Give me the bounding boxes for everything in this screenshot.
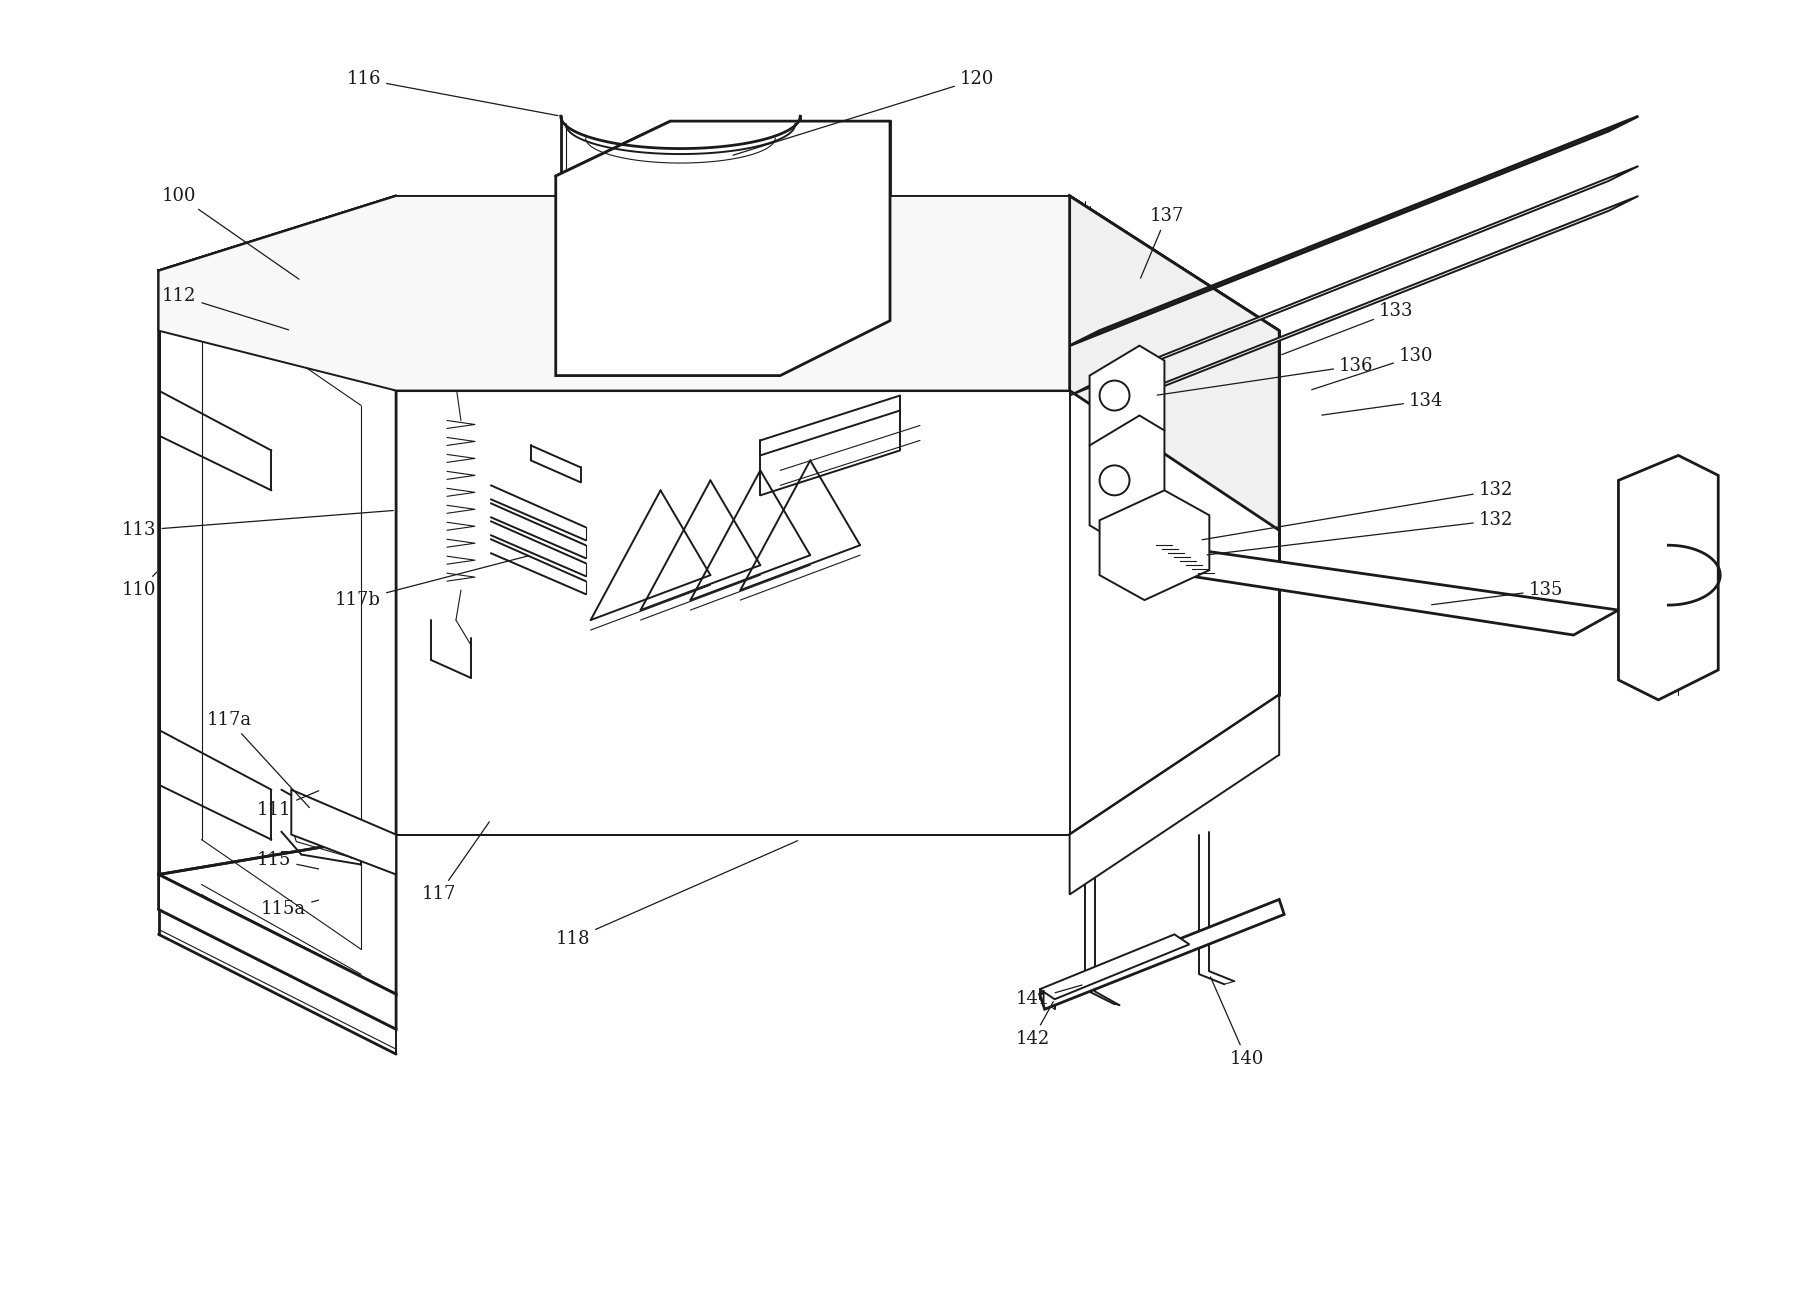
Polygon shape (158, 196, 1279, 391)
Text: 120: 120 (733, 70, 994, 155)
Text: 117a: 117a (207, 711, 310, 808)
Text: 137: 137 (1140, 207, 1183, 279)
Polygon shape (158, 271, 396, 994)
Text: 110: 110 (122, 572, 157, 599)
Polygon shape (1100, 491, 1208, 600)
Text: 130: 130 (1311, 346, 1434, 390)
Text: 117: 117 (421, 822, 490, 904)
Text: 141: 141 (1016, 985, 1082, 1008)
Text: 112: 112 (162, 287, 288, 330)
Polygon shape (1070, 196, 1279, 531)
Text: 133: 133 (1282, 302, 1414, 355)
Text: 136: 136 (1158, 356, 1374, 395)
Text: 117b: 117b (335, 556, 528, 609)
Text: 140: 140 (1210, 977, 1264, 1068)
Text: 115a: 115a (261, 900, 319, 918)
Polygon shape (1039, 935, 1189, 999)
Polygon shape (158, 874, 396, 1029)
Text: 135: 135 (1432, 581, 1563, 604)
Polygon shape (1619, 456, 1718, 700)
Polygon shape (1070, 116, 1639, 346)
Polygon shape (1090, 416, 1165, 540)
Text: 115: 115 (258, 851, 319, 869)
Polygon shape (1090, 346, 1165, 461)
Polygon shape (1070, 167, 1639, 395)
Polygon shape (292, 790, 396, 874)
Text: 132: 132 (1207, 511, 1513, 555)
Text: 111: 111 (258, 791, 319, 818)
Polygon shape (1120, 545, 1619, 635)
Polygon shape (1070, 695, 1279, 895)
Polygon shape (557, 121, 890, 376)
Polygon shape (1039, 900, 1284, 1010)
Text: 100: 100 (162, 187, 299, 279)
Text: 113: 113 (122, 510, 393, 540)
Text: 132: 132 (1201, 482, 1513, 540)
Text: 118: 118 (557, 840, 798, 949)
Text: 134: 134 (1322, 391, 1443, 416)
Text: 142: 142 (1016, 1002, 1054, 1048)
Polygon shape (1090, 196, 1639, 416)
Text: 116: 116 (346, 70, 558, 116)
